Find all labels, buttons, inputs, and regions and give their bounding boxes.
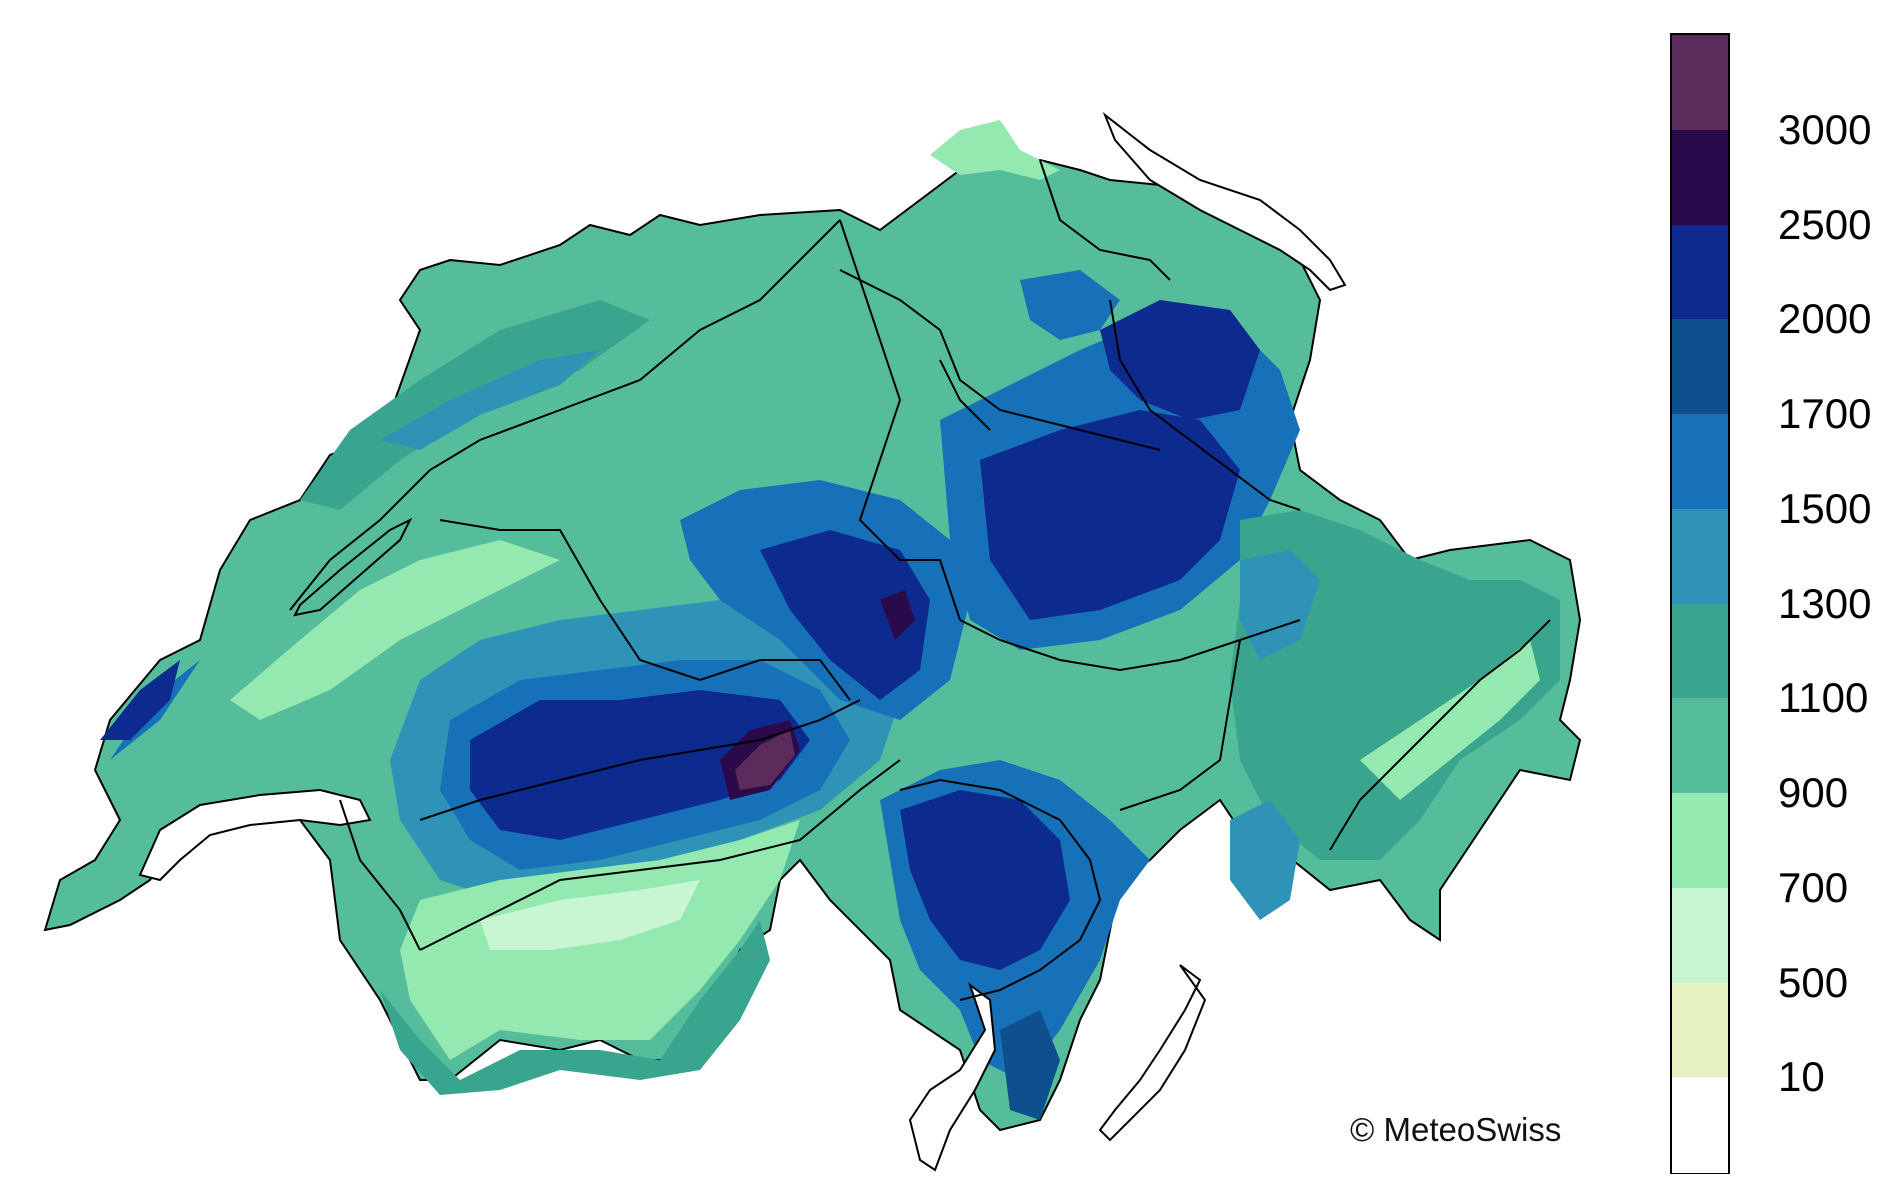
- legend-swatch: [1672, 224, 1728, 320]
- copyright-credit: © MeteoSwiss: [1350, 1111, 1562, 1148]
- lake-neuchatel: [293, 517, 413, 617]
- precip-band-central-dark: [760, 530, 930, 700]
- map-svg: [43, 111, 1582, 1172]
- precip-band-engadin: [1360, 640, 1540, 800]
- legend-label: 10: [1778, 1053, 1825, 1101]
- legend-label: 500: [1778, 958, 1849, 1006]
- precip-band-vaud-dark: [100, 660, 180, 740]
- legend-swatch: [1672, 319, 1728, 415]
- precip-band-ticino-dark: [900, 790, 1070, 970]
- precip-band-glarus-dark: [980, 410, 1240, 620]
- precip-band-jura-high: [380, 350, 600, 450]
- lake-geneva: [138, 788, 372, 882]
- legend-swatch: [1672, 129, 1728, 225]
- legend-label: 2000: [1778, 295, 1872, 343]
- legend-label: 1700: [1778, 390, 1872, 437]
- precip-band-misox: [1230, 800, 1300, 920]
- precip-band-valais-south: [380, 920, 770, 1095]
- lake-constance: [1102, 111, 1347, 292]
- legend-swatch: [1672, 793, 1728, 889]
- legend-label: 2500: [1778, 200, 1872, 248]
- legend-label: 1500: [1778, 484, 1872, 532]
- legend-label: 900: [1778, 769, 1849, 816]
- canton-boundaries: [289, 159, 1551, 1001]
- precip-band-plateau: [230, 540, 560, 720]
- legend-colorbar: [1670, 33, 1730, 1174]
- legend-swatch: [1672, 603, 1728, 699]
- precip-band-titlis: [880, 590, 915, 640]
- precip-band-jungfrau-peak: [735, 730, 795, 790]
- precip-band-valais-dry: [480, 880, 700, 950]
- legend-swatch: [1672, 1077, 1728, 1173]
- legend-label: 3000: [1778, 105, 1872, 153]
- legend-swatch: [1672, 414, 1728, 510]
- precip-band-north: [930, 120, 1060, 180]
- precip-band-bern-dark: [470, 690, 810, 840]
- legend-label: 700: [1778, 863, 1849, 911]
- lake-lugano: [1098, 964, 1207, 1142]
- color-legend: 3000 2500 2000 1700 1500 1300 1100 900 700 500 10: [1660, 0, 1904, 1186]
- precip-band-northeast: [1020, 270, 1120, 340]
- precipitation-map: © MeteoSwiss: [43, 111, 1582, 1172]
- legend-swatch: [1672, 35, 1728, 131]
- precip-band-ticino-south: [1000, 1010, 1060, 1120]
- legend-label: 1300: [1778, 579, 1872, 627]
- legend-swatch: [1672, 508, 1728, 604]
- precip-band-saentis: [1100, 300, 1260, 420]
- legend-label: 1100: [1778, 674, 1869, 722]
- legend-swatch: [1672, 887, 1728, 983]
- legend-swatch: [1672, 982, 1728, 1078]
- legend-swatch: [1672, 698, 1728, 794]
- lake-maggiore: [908, 982, 997, 1172]
